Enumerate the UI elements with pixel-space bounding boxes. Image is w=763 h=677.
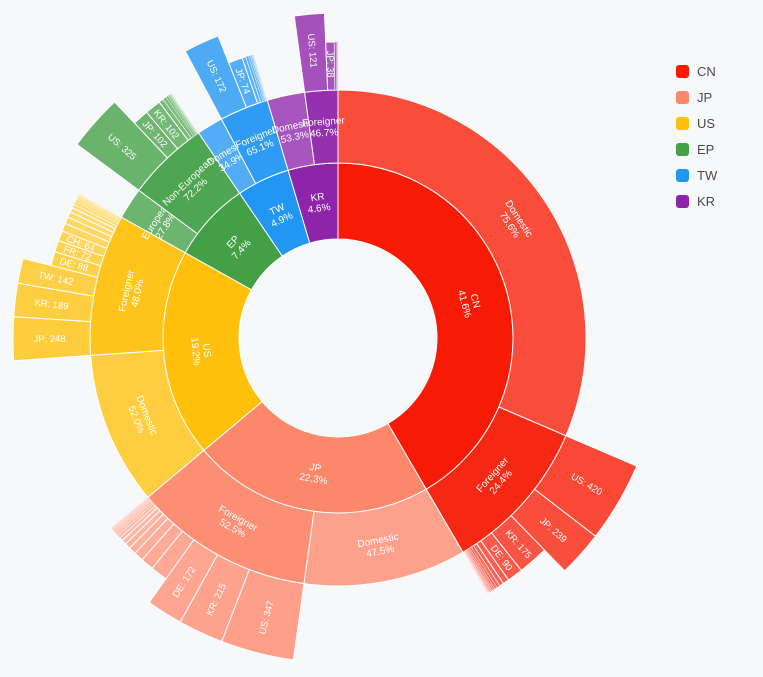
legend-swatch-tw bbox=[676, 168, 689, 182]
leaf-kr-us-0[interactable] bbox=[293, 12, 329, 93]
legend-item-cn[interactable]: CN bbox=[676, 58, 717, 84]
legend-label-jp: JP bbox=[697, 89, 713, 105]
leaf-us-jp-0[interactable] bbox=[12, 316, 92, 362]
leaf-kr-jp-1[interactable] bbox=[325, 41, 336, 91]
legend-item-kr[interactable]: KR bbox=[676, 188, 717, 214]
leaf-kr-other-4[interactable] bbox=[337, 41, 339, 91]
legend-label-kr: KR bbox=[697, 193, 716, 209]
legend-item-jp[interactable]: JP bbox=[676, 84, 717, 110]
legend-label-ep: EP bbox=[697, 141, 715, 157]
legend-swatch-cn bbox=[676, 64, 689, 78]
legend-label-cn: CN bbox=[697, 63, 716, 79]
legend-swatch-ep bbox=[676, 142, 689, 156]
legend: CN JP US EP TW KR bbox=[676, 58, 717, 214]
legend-label-tw: TW bbox=[697, 167, 718, 183]
legend-swatch-us bbox=[676, 116, 689, 130]
legend-label-us: US bbox=[697, 115, 716, 131]
legend-item-us[interactable]: US bbox=[676, 110, 717, 136]
legend-swatch-jp bbox=[676, 90, 689, 104]
sector-cn-domestic[interactable] bbox=[337, 89, 587, 437]
legend-item-tw[interactable]: TW bbox=[676, 162, 717, 188]
legend-item-ep[interactable]: EP bbox=[676, 136, 717, 162]
legend-swatch-kr bbox=[676, 194, 689, 208]
